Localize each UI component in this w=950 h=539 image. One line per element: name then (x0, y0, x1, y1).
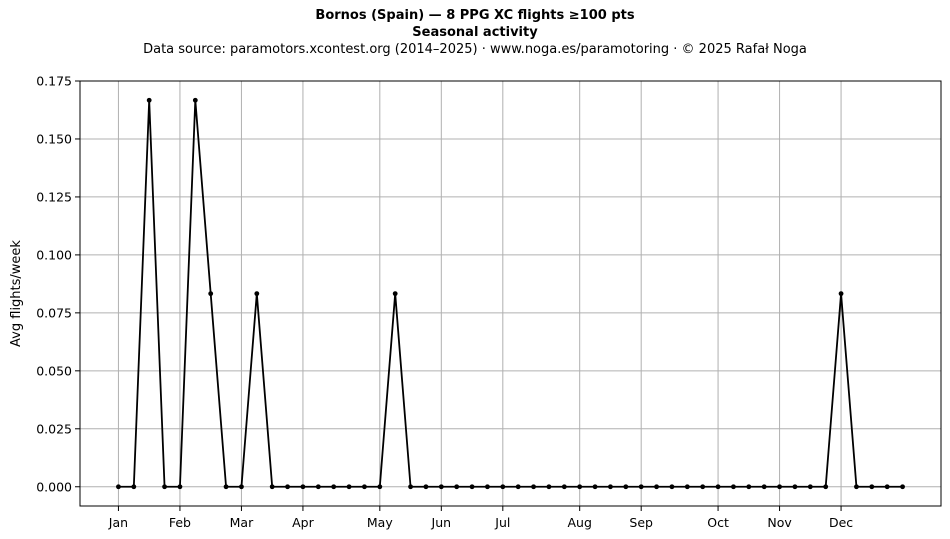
data-point (884, 484, 890, 490)
chart-subtitle: Seasonal activity (412, 25, 538, 40)
data-point (546, 484, 552, 490)
data-point (561, 484, 567, 490)
chart-title: Bornos (Spain) — 8 PPG XC flights ≥100 p… (315, 8, 635, 23)
series-line (118, 99, 903, 488)
x-tick-label: Apr (292, 515, 314, 530)
data-point (315, 484, 321, 490)
data-point (623, 484, 629, 490)
y-axis-label: Avg flights/week (9, 240, 24, 347)
data-point (285, 484, 290, 490)
data-point (162, 484, 167, 490)
x-tick-label: May (367, 515, 393, 530)
y-tick-label: 0.100 (36, 247, 72, 262)
x-tick-label: Dec (829, 515, 853, 530)
data-point (515, 484, 521, 490)
data-point (454, 484, 460, 490)
data-point (900, 484, 905, 490)
data-point (838, 291, 844, 297)
x-tick-label: Oct (707, 515, 729, 530)
chart-source-note: Data source: paramotors.xcontest.org (20… (143, 42, 807, 57)
data-point (300, 484, 306, 490)
y-tick-label: 0.175 (36, 74, 72, 89)
y-tick-label: 0.000 (36, 479, 72, 494)
x-tick-label: Jan (108, 515, 128, 530)
data-point (269, 484, 275, 490)
data-point (761, 484, 767, 490)
data-point (408, 484, 413, 490)
data-point (192, 97, 198, 103)
data-point (577, 484, 583, 490)
x-tick-label: Sep (629, 515, 653, 530)
data-point (700, 484, 706, 490)
data-point (500, 484, 506, 490)
data-point (531, 484, 536, 490)
y-tick-label: 0.125 (36, 189, 72, 204)
data-point (116, 484, 121, 490)
data-point (438, 484, 444, 490)
x-tick-label: Nov (767, 515, 792, 530)
data-point (807, 484, 813, 490)
data-point (669, 484, 675, 490)
data-point (592, 484, 598, 490)
axis-ticks: 0.000 0.025 0.050 0.075 0.100 0.125 0.150 0.175… (36, 74, 853, 531)
data-point (608, 484, 613, 490)
y-tick-label: 0.150 (36, 131, 72, 146)
data-point (423, 484, 429, 490)
series-layer (116, 97, 905, 490)
data-point (792, 484, 798, 490)
data-point (223, 484, 229, 490)
data-point (239, 484, 244, 490)
data-point (823, 484, 829, 490)
data-point (684, 484, 690, 490)
data-point (177, 484, 183, 490)
data-point (392, 291, 398, 297)
data-point (485, 484, 490, 490)
x-tick-label: Jul (494, 515, 510, 530)
data-point (746, 484, 752, 490)
data-point (346, 484, 352, 490)
data-point (377, 484, 383, 490)
x-tick-label: Mar (230, 515, 254, 530)
data-point (777, 484, 782, 490)
data-point (731, 484, 736, 490)
data-point (869, 484, 875, 490)
y-tick-label: 0.025 (36, 421, 72, 436)
x-tick-label: Feb (169, 515, 191, 530)
data-point (208, 291, 214, 297)
x-tick-label: Jun (431, 515, 452, 530)
data-point (638, 484, 644, 490)
y-tick-label: 0.050 (36, 363, 72, 378)
data-point (469, 484, 475, 490)
data-point (146, 97, 152, 103)
data-point (254, 291, 260, 297)
x-tick-label: Aug (567, 515, 591, 530)
data-point (331, 484, 337, 490)
data-point (654, 484, 659, 490)
data-point (715, 484, 721, 490)
data-point (362, 484, 367, 490)
plot-frame (79, 80, 942, 507)
data-point (131, 484, 137, 490)
data-point (854, 484, 859, 490)
y-tick-label: 0.075 (36, 305, 72, 320)
